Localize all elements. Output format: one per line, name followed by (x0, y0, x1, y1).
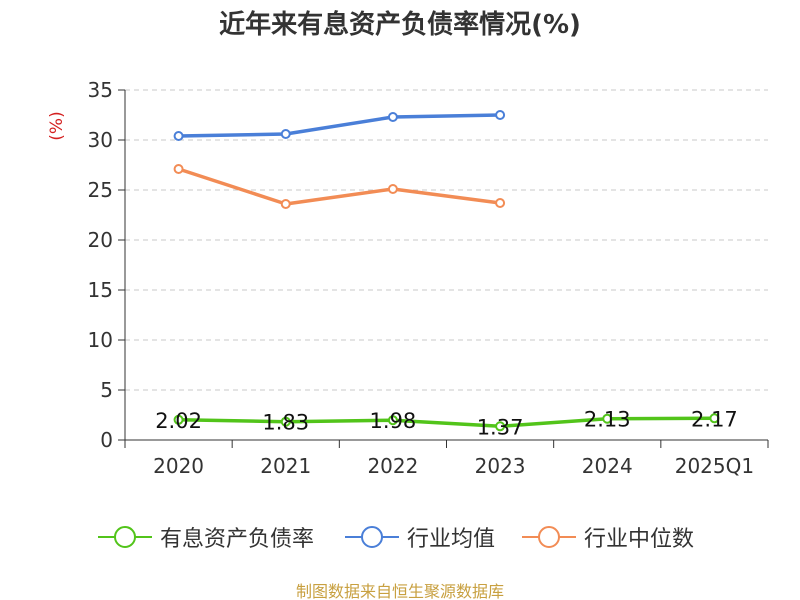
data-label: 2.17 (691, 407, 738, 431)
legend-item[interactable]: 行业中位数 (522, 519, 694, 555)
data-point-2 (387, 184, 398, 194)
y-tick-label: 15 (88, 278, 113, 302)
x-tick-label: 2025Q1 (675, 454, 754, 478)
data-point-1 (495, 110, 506, 120)
data-point-2 (495, 198, 506, 208)
series-line-1 (178, 113, 501, 138)
data-point-0 (495, 421, 506, 432)
y-tick-label: 0 (100, 428, 113, 452)
x-tick-label: 2023 (475, 454, 526, 478)
x-tick-label: 2021 (260, 454, 311, 478)
legend-label: 有息资产负债率 (160, 527, 315, 552)
legend-marker-icon (345, 526, 399, 548)
data-label: 1.98 (370, 409, 417, 433)
y-tick-label: 35 (88, 78, 113, 102)
x-tick-label: 2020 (153, 454, 204, 478)
legend-marker-icon (522, 526, 576, 548)
y-axis-label: (%) (47, 111, 67, 140)
data-label: 1.37 (477, 415, 524, 439)
y-tick-label: 5 (100, 378, 113, 402)
data-point-1 (280, 129, 291, 139)
data-point-0 (709, 413, 720, 424)
legend: 有息资产负债率 行业均值 行业中位数 (0, 519, 800, 555)
source-note: 制图数据来自恒生聚源数据库 (295, 582, 504, 600)
legend-item[interactable]: 有息资产负债率 (98, 519, 314, 555)
chart-title: 近年来有息资产负债率情况(%) (219, 10, 581, 40)
data-point-0 (173, 414, 184, 425)
y-tick-label: 30 (88, 128, 113, 152)
data-point-0 (280, 416, 291, 427)
y-tick-label: 25 (88, 178, 113, 202)
y-tick-label: 10 (88, 328, 113, 352)
legend-label: 行业均值 (407, 527, 496, 552)
data-label: 2.02 (155, 409, 202, 433)
data-point-0 (602, 413, 613, 424)
data-point-2 (173, 164, 184, 174)
series-line-0 (178, 416, 715, 429)
data-point-1 (173, 131, 184, 141)
data-point-1 (387, 112, 398, 122)
legend-marker-icon (98, 526, 152, 548)
x-tick-label: 2024 (582, 454, 633, 478)
legend-label: 行业中位数 (584, 527, 695, 552)
data-label: 1.83 (262, 411, 309, 435)
legend-item[interactable]: 行业均值 (345, 519, 495, 555)
series-line-2 (178, 167, 501, 206)
x-tick-label: 2022 (367, 454, 418, 478)
data-point-0 (387, 415, 398, 426)
data-label: 2.13 (584, 408, 631, 432)
data-point-2 (280, 199, 291, 209)
y-tick-label: 20 (88, 228, 113, 252)
